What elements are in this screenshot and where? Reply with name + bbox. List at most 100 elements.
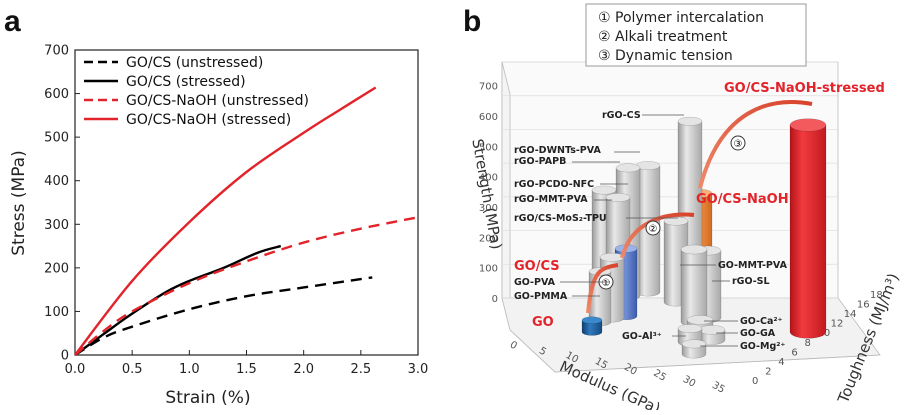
label-rgo-sl: rGO-SL bbox=[732, 276, 770, 287]
y-tick-label: 100 bbox=[44, 305, 69, 320]
label-go: GO bbox=[532, 315, 554, 330]
panel-a-ylabel: Stress (MPa) bbox=[9, 150, 29, 256]
x-tick-label: 0.5 bbox=[122, 362, 143, 377]
panel-a-xlabel: Strain (%) bbox=[165, 388, 250, 408]
legend-label-1: GO/CS (unstressed) bbox=[126, 55, 263, 71]
step-marker-1-text: ① bbox=[602, 278, 611, 289]
toughness-tick-label: 14 bbox=[844, 309, 857, 320]
modulus-tick-label: 35 bbox=[710, 380, 727, 396]
modulus-tick-label: 25 bbox=[651, 368, 668, 384]
series-line-2 bbox=[74, 244, 282, 356]
label-go-pva: GO-PVA bbox=[514, 277, 556, 288]
panel-b-box bbox=[501, 61, 881, 373]
step-marker-3-text: ③ bbox=[734, 139, 743, 150]
x-tick-label: 3.0 bbox=[408, 362, 429, 377]
x-tick-label: 2.5 bbox=[350, 362, 371, 377]
strength-tick-label: 600 bbox=[479, 112, 498, 123]
label-go-ga: GO-GA bbox=[740, 328, 776, 339]
y-tick-label: 0 bbox=[61, 349, 69, 364]
bar-top bbox=[591, 185, 617, 195]
panel-b-legend: ① Polymer intercalation ② Alkali treatme… bbox=[585, 3, 807, 67]
modulus-tick-label: 30 bbox=[681, 374, 698, 390]
panel-b-bars bbox=[581, 116, 827, 359]
y-tick-label: 500 bbox=[44, 131, 69, 146]
label-go-pmma: GO-PMMA bbox=[514, 291, 568, 302]
arrow-step-1 bbox=[586, 263, 619, 314]
arrow-step-3 bbox=[698, 100, 813, 189]
leader-lines bbox=[560, 114, 738, 347]
y-tick-label: 200 bbox=[44, 261, 69, 276]
panel-a: a 0.0 0.5 1.0 1.5 2.0 2.5 3.0 0 100 200 300 400 500 6… bbox=[4, 5, 428, 408]
legend-box bbox=[585, 3, 807, 67]
label-go-mmt-pva: GO-MMT-PVA bbox=[718, 260, 788, 271]
legend-item-3: ③ Dynamic tension bbox=[598, 48, 733, 64]
modulus-tick-label: 0 bbox=[508, 339, 519, 352]
bar-body bbox=[581, 319, 603, 336]
label-rgo-mmt-pva: rGO-MMT-PVA bbox=[514, 194, 588, 205]
step-marker-2-text: ② bbox=[649, 224, 658, 235]
bar-top bbox=[681, 339, 707, 349]
step-marker-2 bbox=[645, 220, 661, 236]
x-tick-label: 0.0 bbox=[65, 362, 86, 377]
bar-body bbox=[789, 124, 827, 339]
toughness-tick-label: 16 bbox=[857, 300, 870, 311]
strength-tick-label: 500 bbox=[479, 142, 498, 153]
y-tick-label: 300 bbox=[44, 218, 69, 233]
panel-b-strength-label: Strength (MPa) bbox=[468, 137, 505, 250]
legend-label-4: GO/CS-NaOH (stressed) bbox=[126, 112, 291, 128]
y-tick-label: 600 bbox=[44, 87, 69, 102]
bar-top bbox=[677, 116, 703, 126]
panel-a-axes: 0.0 0.5 1.0 1.5 2.0 2.5 3.0 0 100 200 300 400 500 600… bbox=[44, 44, 428, 378]
x-tick-label: 2.0 bbox=[293, 362, 314, 377]
panel-b-letter: b bbox=[463, 5, 481, 38]
label-go-cs: GO/CS bbox=[514, 259, 560, 274]
series-line-4 bbox=[74, 86, 377, 356]
label-rgo-papb: rGO-PAPB bbox=[514, 156, 566, 167]
bar-go-cs-naoh-stressed bbox=[789, 118, 827, 339]
strength-tick-label: 400 bbox=[479, 173, 498, 184]
bar-top bbox=[581, 316, 603, 324]
toughness-tick-label: 12 bbox=[831, 319, 844, 330]
bar-go bbox=[581, 316, 603, 336]
legend-item-2: ② Alkali treatment bbox=[598, 29, 728, 45]
bar-labels: rGO-CS rGO-DWNTs-PVA rGO-PAPB rGO-PCDO-N… bbox=[514, 81, 885, 352]
panel-a-legend: GO/CS (unstressed) GO/CS (stressed) GO/CS-… bbox=[84, 55, 309, 128]
bar-top bbox=[789, 118, 827, 132]
bar-go-ga bbox=[698, 325, 726, 345]
toughness-tick-label: 4 bbox=[778, 357, 784, 368]
bar-go-mmt-pva bbox=[680, 244, 708, 327]
strength-tick-label: 700 bbox=[479, 82, 498, 93]
panel-a-series bbox=[74, 86, 419, 357]
strength-tick-label: 100 bbox=[479, 264, 498, 275]
y-tick-label: 700 bbox=[44, 44, 69, 59]
series-line-1 bbox=[74, 276, 373, 357]
floor-front-edge bbox=[509, 329, 881, 373]
left-wall bbox=[501, 61, 511, 331]
label-rgo-cs-mos2-tpu: rGO/CS-MoS₂-TPU bbox=[514, 213, 607, 224]
label-rgo-pcdo-nfc: rGO-PCDO-NFC bbox=[514, 179, 594, 190]
x-tick-label: 1.5 bbox=[236, 362, 257, 377]
label-go-al: GO-Al³⁺ bbox=[622, 331, 662, 342]
legend-item-1: ① Polymer intercalation bbox=[598, 10, 764, 26]
toughness-tick-label: 2 bbox=[765, 366, 771, 377]
legend-label-2: GO/CS (stressed) bbox=[126, 74, 246, 90]
bar-body bbox=[680, 249, 708, 327]
toughness-tick-label: 6 bbox=[791, 347, 797, 358]
label-rgo-cs: rGO-CS bbox=[602, 110, 641, 121]
label-go-mg: GO-Mg²⁺ bbox=[740, 341, 785, 352]
panel-a-letter: a bbox=[4, 5, 21, 38]
bar-go-mg- bbox=[681, 339, 707, 359]
strength-tick-label: 200 bbox=[479, 233, 498, 244]
bar-top bbox=[615, 163, 641, 173]
bar-top bbox=[680, 244, 708, 255]
legend-label-3: GO/CS-NaOH (unstressed) bbox=[126, 93, 309, 109]
x-tick-label: 1.0 bbox=[179, 362, 200, 377]
y-tick-label: 400 bbox=[44, 174, 69, 189]
toughness-tick-label: 18 bbox=[870, 290, 883, 301]
toughness-tick-label: 8 bbox=[804, 338, 810, 349]
strength-tick-label: 0 bbox=[492, 294, 498, 305]
